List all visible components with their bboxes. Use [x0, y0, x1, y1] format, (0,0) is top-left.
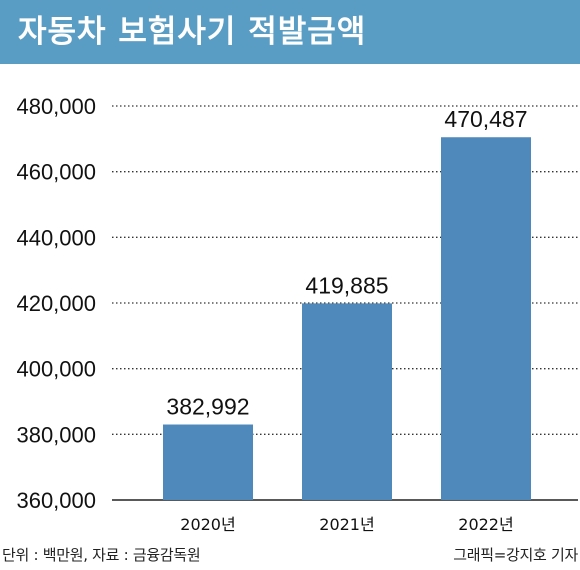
y-tick-label: 480,000: [16, 94, 96, 119]
graphic-credit: 그래픽=강지호 기자: [453, 546, 578, 564]
bar-value-label: 419,885: [305, 272, 388, 298]
bar: [302, 303, 392, 500]
bar: [163, 424, 253, 500]
y-tick-label: 400,000: [16, 357, 96, 382]
y-tick-label: 420,000: [16, 291, 96, 316]
y-tick-label: 460,000: [16, 160, 96, 185]
chart-title: 자동차 보험사기 적발금액: [18, 14, 367, 50]
bar-chart: 360,000 380,000 400,000 420,000 440,000 460,0…: [16, 94, 578, 534]
y-tick-label: 360,000: [16, 488, 96, 513]
x-tick-label: 2021년: [319, 515, 374, 534]
x-tick-label: 2022년: [458, 515, 513, 534]
footer: 단위 : 백만원, 자료 : 금융감독원 그래픽=강지호 기자: [0, 540, 580, 570]
bar-value-label: 470,487: [444, 106, 527, 132]
chart-area: 360,000 380,000 400,000 420,000 440,000 460,0…: [0, 64, 580, 540]
x-tick-label: 2020년: [180, 515, 235, 534]
y-tick-label: 440,000: [16, 225, 96, 250]
bar: [441, 137, 531, 500]
y-tick-label: 380,000: [16, 422, 96, 447]
unit-source-note: 단위 : 백만원, 자료 : 금융감독원: [2, 546, 201, 564]
bar-value-label: 382,992: [166, 394, 249, 420]
title-bar: 자동차 보험사기 적발금액: [0, 0, 580, 64]
